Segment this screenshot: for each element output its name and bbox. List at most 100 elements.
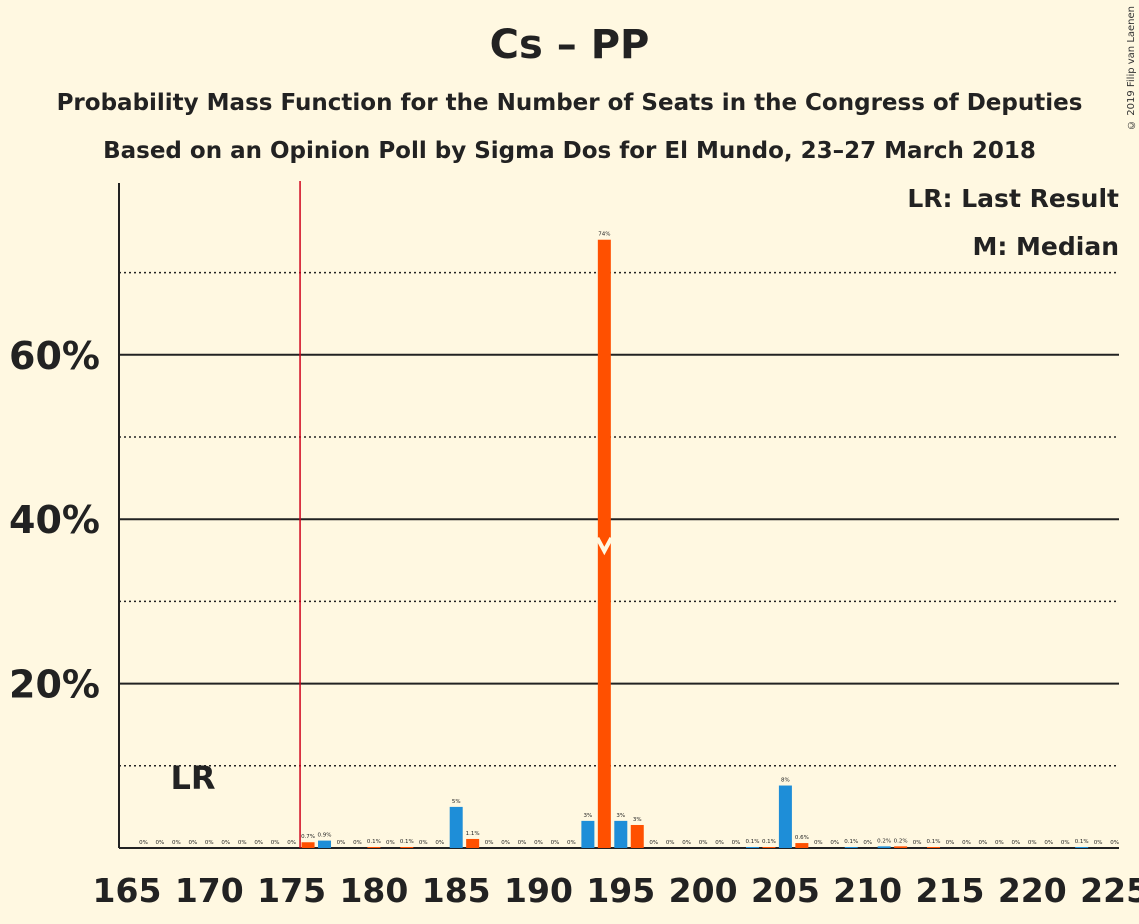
- x-tick-label: 170: [175, 871, 244, 910]
- bar-seat-185: [449, 806, 463, 848]
- data-label: 0%: [979, 840, 988, 846]
- x-tick-label: 175: [257, 871, 326, 910]
- bar-seat-195: [614, 820, 628, 848]
- data-label: 3%: [616, 813, 625, 819]
- data-label: 3%: [633, 817, 642, 823]
- bar-seat-205: [778, 785, 792, 848]
- data-label: 0.1%: [927, 839, 941, 845]
- bar-seat-223: [1075, 847, 1089, 848]
- data-label: 0%: [501, 840, 510, 846]
- data-label: 3%: [584, 813, 593, 819]
- data-label: 0%: [863, 840, 872, 846]
- bar-seat-209: [844, 847, 858, 848]
- data-label: 0%: [238, 840, 247, 846]
- bar-seat-212: [894, 846, 908, 848]
- data-label: 0%: [485, 840, 494, 846]
- x-tick-label: 200: [669, 871, 738, 910]
- data-label: 0.1%: [400, 839, 414, 845]
- x-tick-label: 195: [586, 871, 655, 910]
- bar-seat-206: [795, 843, 809, 848]
- data-label: 0.9%: [318, 833, 332, 839]
- chart-title: Cs – PP: [489, 22, 650, 68]
- data-label: 0%: [699, 840, 708, 846]
- data-label: 0%: [534, 840, 543, 846]
- data-label: 0%: [814, 840, 823, 846]
- data-label: 0%: [287, 840, 296, 846]
- bar-seat-196: [630, 824, 644, 848]
- x-tick-label: 185: [422, 871, 491, 910]
- data-label: 0%: [682, 840, 691, 846]
- y-tick-label: 20%: [9, 663, 100, 707]
- data-label: 0%: [567, 840, 576, 846]
- bar-seat-180: [367, 847, 381, 848]
- data-label: 0%: [1044, 840, 1053, 846]
- chart-subtitle: Probability Mass Function for the Number…: [56, 90, 1083, 116]
- data-label: 0.2%: [894, 838, 908, 844]
- data-label: 0%: [419, 840, 428, 846]
- bar-seat-194: [597, 239, 611, 849]
- data-label: 0%: [205, 840, 214, 846]
- y-tick-label: 60%: [9, 334, 100, 378]
- data-label: 5%: [452, 799, 461, 805]
- data-label: 0%: [1061, 840, 1070, 846]
- data-label: 0.1%: [367, 839, 381, 845]
- data-label: 0%: [435, 840, 444, 846]
- data-label: 0%: [1028, 840, 1037, 846]
- data-label: 0.7%: [301, 834, 315, 840]
- data-label: 0%: [715, 840, 724, 846]
- bar-seat-176: [301, 842, 315, 848]
- y-tick-label: 40%: [9, 498, 100, 542]
- data-label: 74%: [598, 232, 610, 238]
- x-tick-label: 180: [339, 871, 408, 910]
- data-label: 0%: [518, 840, 527, 846]
- bar-seat-214: [927, 847, 941, 848]
- data-label: 0.1%: [762, 839, 776, 845]
- bar-seat-186: [466, 838, 480, 848]
- data-label: 0%: [551, 840, 560, 846]
- data-label: 8%: [781, 778, 790, 784]
- x-tick-label: 165: [93, 871, 162, 910]
- data-label: 0.1%: [745, 839, 759, 845]
- legend-median: M: Median: [972, 232, 1119, 261]
- data-label: 0%: [271, 840, 280, 846]
- median-marker: [595, 537, 614, 556]
- data-label: 0%: [1110, 840, 1119, 846]
- data-label: 0%: [139, 840, 148, 846]
- data-label: 0.6%: [795, 835, 809, 841]
- data-label: 0%: [172, 840, 181, 846]
- bar-seat-204: [762, 847, 776, 848]
- data-label: 1.1%: [466, 831, 480, 837]
- data-label: 0%: [913, 840, 922, 846]
- x-tick-label: 215: [916, 871, 985, 910]
- data-label: 0.2%: [877, 838, 891, 844]
- x-tick-label: 205: [751, 871, 820, 910]
- data-label: 0.1%: [844, 839, 858, 845]
- data-label: 0%: [946, 840, 955, 846]
- data-label: 0%: [353, 840, 362, 846]
- x-tick-label: 190: [504, 871, 573, 910]
- data-label: 0%: [1011, 840, 1020, 846]
- data-label: 0%: [156, 840, 165, 846]
- data-label: 0%: [188, 840, 197, 846]
- bar-seat-182: [400, 847, 414, 848]
- data-label: 0%: [995, 840, 1004, 846]
- x-tick-label: 220: [998, 871, 1067, 910]
- data-label: 0%: [649, 840, 658, 846]
- data-label: 0%: [666, 840, 675, 846]
- data-label: 0%: [254, 840, 263, 846]
- x-tick-label: 210: [833, 871, 902, 910]
- x-tick-label: 225: [1080, 871, 1139, 910]
- data-label: 0%: [1094, 840, 1103, 846]
- data-label: 0%: [337, 840, 346, 846]
- legend-last-result: LR: Last Result: [907, 184, 1119, 213]
- data-label: 0%: [221, 840, 230, 846]
- data-label: 0%: [830, 840, 839, 846]
- last-result-marker: LR: [170, 759, 215, 797]
- bar-seat-193: [581, 820, 595, 848]
- bar-seat-211: [877, 846, 891, 848]
- data-label: 0%: [732, 840, 741, 846]
- data-label: 0.1%: [1075, 839, 1089, 845]
- bar-seat-203: [745, 847, 759, 848]
- chart-subtitle-source: Based on an Opinion Poll by Sigma Dos fo…: [103, 138, 1036, 164]
